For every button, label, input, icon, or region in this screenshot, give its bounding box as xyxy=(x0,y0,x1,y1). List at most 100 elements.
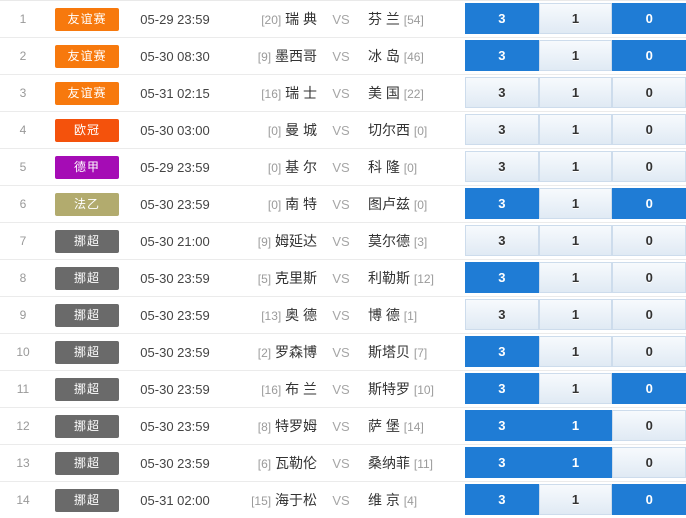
league-badge[interactable]: 挪超 xyxy=(55,303,119,327)
vs-label: VS xyxy=(332,159,350,175)
odd-cell[interactable]: 1 xyxy=(538,336,613,367)
odd-cell[interactable]: 1 xyxy=(538,410,613,441)
league-badge[interactable]: 德甲 xyxy=(55,155,119,179)
vs-label: VS xyxy=(332,85,350,101)
away-name: 芬 兰 xyxy=(368,11,400,27)
home-team: [0] 基 尔 xyxy=(222,157,317,177)
home-rank: [5] xyxy=(257,272,272,286)
odd-cell[interactable]: 0 xyxy=(612,151,686,182)
odd-cell[interactable]: 0 xyxy=(612,114,686,145)
league-badge[interactable]: 挪超 xyxy=(55,340,119,364)
league-badge[interactable]: 挪超 xyxy=(55,488,119,512)
odd-cell[interactable]: 0 xyxy=(612,40,686,71)
odd-cell[interactable]: 1 xyxy=(538,447,613,478)
league-badge[interactable]: 法乙 xyxy=(55,192,119,216)
row-number: 13 xyxy=(16,456,30,470)
league-badge[interactable]: 欧冠 xyxy=(55,118,119,142)
away-name: 莫尔德 xyxy=(368,233,410,249)
odd-cell[interactable]: 0 xyxy=(612,336,686,367)
odd-cell[interactable]: 3 xyxy=(465,40,539,71)
odd-cell[interactable]: 3 xyxy=(465,299,539,330)
odd-cell[interactable]: 0 xyxy=(612,188,686,219)
away-rank: [0] xyxy=(403,161,418,175)
match-time: 05-31 02:00 xyxy=(140,492,210,508)
away-rank: [1] xyxy=(403,309,418,323)
away-name: 切尔西 xyxy=(368,122,410,138)
row-number: 8 xyxy=(19,271,27,285)
odd-cell[interactable]: 3 xyxy=(465,447,539,478)
home-rank: [0] xyxy=(267,124,282,138)
odd-cell[interactable]: 3 xyxy=(465,188,539,219)
odd-cell[interactable]: 0 xyxy=(612,447,686,478)
match-time: 05-30 23:59 xyxy=(140,344,210,360)
odd-cell[interactable]: 3 xyxy=(465,3,539,34)
odd-cell[interactable]: 0 xyxy=(612,77,686,108)
away-rank: [12] xyxy=(413,272,434,286)
league-badge[interactable]: 友谊赛 xyxy=(55,81,119,105)
odd-cell[interactable]: 1 xyxy=(538,77,613,108)
odd-cell[interactable]: 3 xyxy=(465,77,539,108)
league-badge[interactable]: 友谊赛 xyxy=(55,44,119,68)
home-name: 特罗姆 xyxy=(275,418,317,434)
league-badge[interactable]: 挪超 xyxy=(55,451,119,475)
vs-label: VS xyxy=(332,11,350,27)
odd-cell[interactable]: 3 xyxy=(465,262,539,293)
odd-cell[interactable]: 1 xyxy=(538,225,613,256)
odd-cell[interactable]: 1 xyxy=(538,3,613,34)
odd-cell[interactable]: 1 xyxy=(538,114,613,145)
home-name: 克里斯 xyxy=(275,270,317,286)
home-team: [0] 南 特 xyxy=(222,194,317,214)
odd-cell[interactable]: 0 xyxy=(612,299,686,330)
away-rank: [11] xyxy=(413,457,434,471)
home-rank: [0] xyxy=(267,198,282,212)
odd-cell[interactable]: 1 xyxy=(538,40,613,71)
odd-cell[interactable]: 1 xyxy=(538,299,613,330)
home-team: [15] 海于松 xyxy=(222,490,317,510)
odd-cell[interactable]: 0 xyxy=(612,225,686,256)
away-rank: [10] xyxy=(413,383,434,397)
odd-cell[interactable]: 1 xyxy=(538,262,613,293)
odd-cell[interactable]: 3 xyxy=(465,484,539,515)
away-team: 冰 岛 [46] xyxy=(365,46,465,66)
away-team: 切尔西 [0] xyxy=(365,120,465,140)
odd-cell[interactable]: 3 xyxy=(465,151,539,182)
home-team: [13] 奥 德 xyxy=(222,305,317,325)
odd-cell[interactable]: 0 xyxy=(612,262,686,293)
away-rank: [22] xyxy=(403,87,424,101)
odd-cell[interactable]: 0 xyxy=(612,373,686,404)
odd-cell[interactable]: 3 xyxy=(465,225,539,256)
league-badge[interactable]: 挪超 xyxy=(55,266,119,290)
league-badge[interactable]: 挪超 xyxy=(55,229,119,253)
odd-cell[interactable]: 0 xyxy=(612,3,686,34)
odd-cell[interactable]: 1 xyxy=(538,151,613,182)
league-badge[interactable]: 挪超 xyxy=(55,414,119,438)
odd-cell[interactable]: 3 xyxy=(465,114,539,145)
odd-cell[interactable]: 3 xyxy=(465,336,539,367)
odd-cell[interactable]: 3 xyxy=(465,373,539,404)
league-badge-cell: 挪超 xyxy=(46,229,128,253)
home-team: [0] 曼 城 xyxy=(222,120,317,140)
league-badge-cell: 挪超 xyxy=(46,488,128,512)
away-name: 博 德 xyxy=(368,307,400,323)
odd-cell[interactable]: 3 xyxy=(465,410,539,441)
odd-cell[interactable]: 0 xyxy=(612,484,686,515)
away-name: 斯特罗 xyxy=(368,381,410,397)
match-time: 05-31 02:15 xyxy=(140,85,210,101)
home-rank: [8] xyxy=(257,420,272,434)
odd-cell[interactable]: 1 xyxy=(538,373,613,404)
league-badge-cell: 挪超 xyxy=(46,303,128,327)
home-name: 基 尔 xyxy=(285,159,317,175)
home-name: 瑞 士 xyxy=(285,85,317,101)
odd-cell[interactable]: 1 xyxy=(538,484,613,515)
odd-cell[interactable]: 1 xyxy=(538,188,613,219)
odd-cell[interactable]: 0 xyxy=(612,410,686,441)
league-badge[interactable]: 友谊赛 xyxy=(55,7,119,31)
league-badge[interactable]: 挪超 xyxy=(55,377,119,401)
